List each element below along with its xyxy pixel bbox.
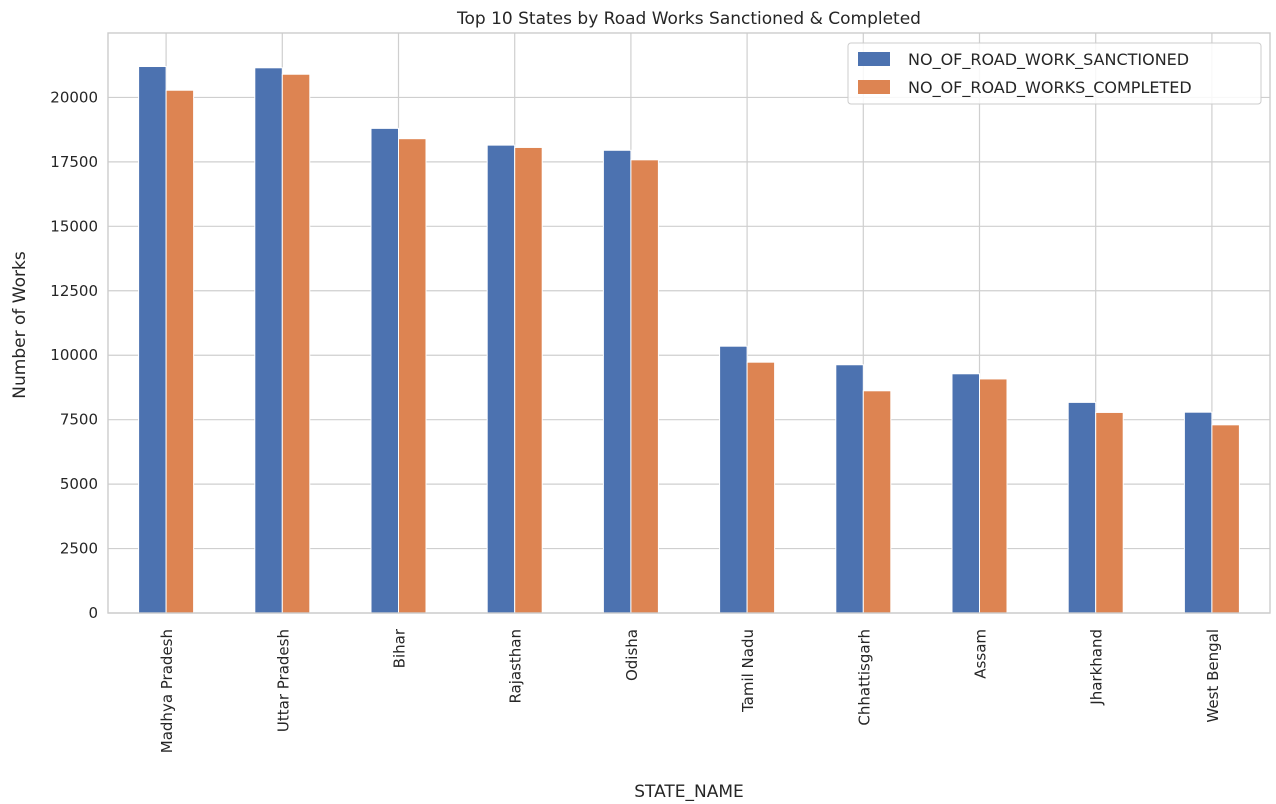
bar-sanctioned — [138, 66, 167, 614]
bar-completed — [281, 73, 311, 614]
bar-sanctioned — [1067, 401, 1097, 614]
bar-completed — [1095, 411, 1124, 614]
bar-completed — [514, 146, 543, 614]
bar-sanctioned — [486, 144, 516, 614]
y-tick-label: 20000 — [50, 88, 98, 106]
plot-frame — [107, 32, 1271, 614]
y-axis-label: Number of Works — [10, 251, 30, 399]
bar-completed — [746, 361, 776, 614]
x-tick-label: Uttar Pradesh — [274, 629, 292, 732]
y-tick-label: 17500 — [50, 153, 98, 171]
bar-completed — [1211, 424, 1240, 614]
bar-completed — [630, 159, 659, 614]
bar-sanctioned — [1183, 411, 1213, 614]
legend: NO_OF_ROAD_WORK_SANCTIONED NO_OF_ROAD_WOR… — [847, 42, 1262, 105]
x-tick-label: Tamil Nadu — [739, 629, 757, 713]
y-tick-labels: 0 2500 5000 7500 10000 12500 15000 17500 20000 — [50, 88, 98, 622]
y-tick-label: 2500 — [60, 540, 98, 558]
y-tick-label: 15000 — [50, 217, 98, 235]
x-tick-label: Bihar — [391, 628, 409, 668]
y-tick-label: 7500 — [60, 411, 98, 429]
bars — [138, 66, 1240, 614]
x-tick-label: Madhya Pradesh — [158, 629, 176, 753]
legend-box — [847, 42, 1262, 105]
x-tick-label: Odisha — [623, 629, 641, 681]
chart-title: Top 10 States by Road Works Sanctioned &… — [456, 9, 921, 29]
x-tick-label: West Bengal — [1204, 629, 1222, 723]
x-tick-labels: Madhya Pradesh Uttar Pradesh Bihar Rajastha… — [158, 628, 1222, 753]
legend-swatch — [858, 80, 890, 94]
bar-sanctioned — [951, 373, 980, 614]
legend-label: NO_OF_ROAD_WORKS_COMPLETED — [908, 78, 1192, 98]
x-axis-label: STATE_NAME — [634, 782, 744, 802]
y-tick-label: 10000 — [50, 346, 98, 364]
bar-sanctioned — [835, 364, 864, 614]
bar-completed — [979, 378, 1008, 614]
bar-sanctioned — [719, 345, 748, 614]
x-tick-label: Rajasthan — [507, 629, 525, 704]
bar-sanctioned — [602, 149, 632, 614]
y-tick-label: 12500 — [50, 282, 98, 300]
legend-swatch — [858, 52, 890, 66]
bar-completed — [398, 138, 427, 614]
legend-label: NO_OF_ROAD_WORK_SANCTIONED — [908, 50, 1189, 70]
bar-completed — [165, 89, 195, 614]
bar-completed — [862, 390, 892, 614]
y-tick-label: 0 — [88, 604, 98, 622]
x-tick-label: Assam — [972, 629, 990, 679]
y-tick-label: 5000 — [60, 475, 98, 493]
bar-sanctioned — [254, 67, 283, 614]
bar-sanctioned — [370, 127, 399, 614]
x-tick-label: Jharkhand — [1088, 629, 1106, 706]
x-tick-label: Chhattisgarh — [855, 629, 873, 726]
